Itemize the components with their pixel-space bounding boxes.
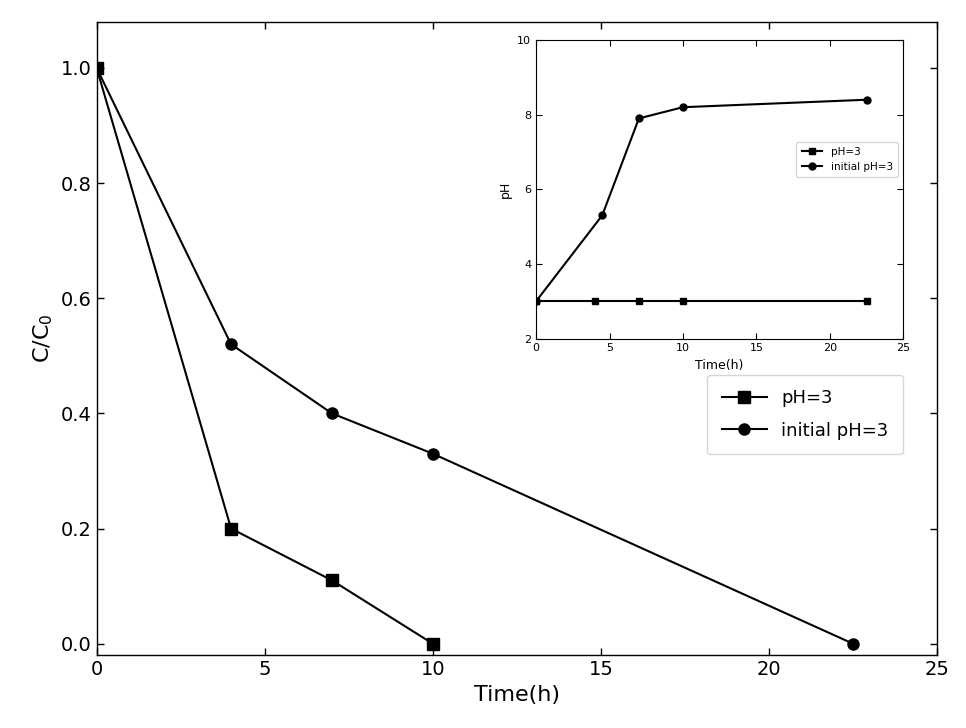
- initial pH=3: [596, 211, 608, 220]
- Y-axis label: C/C$_0$: C/C$_0$: [32, 314, 55, 363]
- X-axis label: Time(h): Time(h): [473, 684, 560, 705]
- initial pH=3: [530, 297, 542, 306]
- Line: initial pH=3: initial pH=3: [91, 63, 859, 649]
- pH=3: [633, 297, 644, 306]
- initial pH=3: [847, 639, 859, 648]
- initial pH=3: [225, 340, 237, 349]
- initial pH=3: [861, 95, 872, 104]
- pH=3: [589, 297, 601, 306]
- Y-axis label: pH: pH: [498, 181, 512, 198]
- pH=3: [677, 297, 689, 306]
- pH=3: [427, 639, 439, 648]
- Legend: pH=3, initial pH=3: pH=3, initial pH=3: [707, 375, 903, 454]
- initial pH=3: [327, 409, 338, 418]
- Line: initial pH=3: initial pH=3: [532, 96, 870, 305]
- pH=3: [91, 63, 102, 72]
- pH=3: [861, 297, 872, 306]
- pH=3: [530, 297, 542, 306]
- pH=3: [327, 576, 338, 585]
- pH=3: [225, 524, 237, 533]
- Line: pH=3: pH=3: [532, 298, 870, 305]
- initial pH=3: [677, 103, 689, 111]
- X-axis label: Time(h): Time(h): [696, 359, 744, 372]
- Legend: pH=3, initial pH=3: pH=3, initial pH=3: [796, 142, 898, 177]
- initial pH=3: [91, 63, 102, 72]
- Line: pH=3: pH=3: [91, 63, 439, 649]
- initial pH=3: [633, 114, 644, 123]
- initial pH=3: [427, 449, 439, 458]
